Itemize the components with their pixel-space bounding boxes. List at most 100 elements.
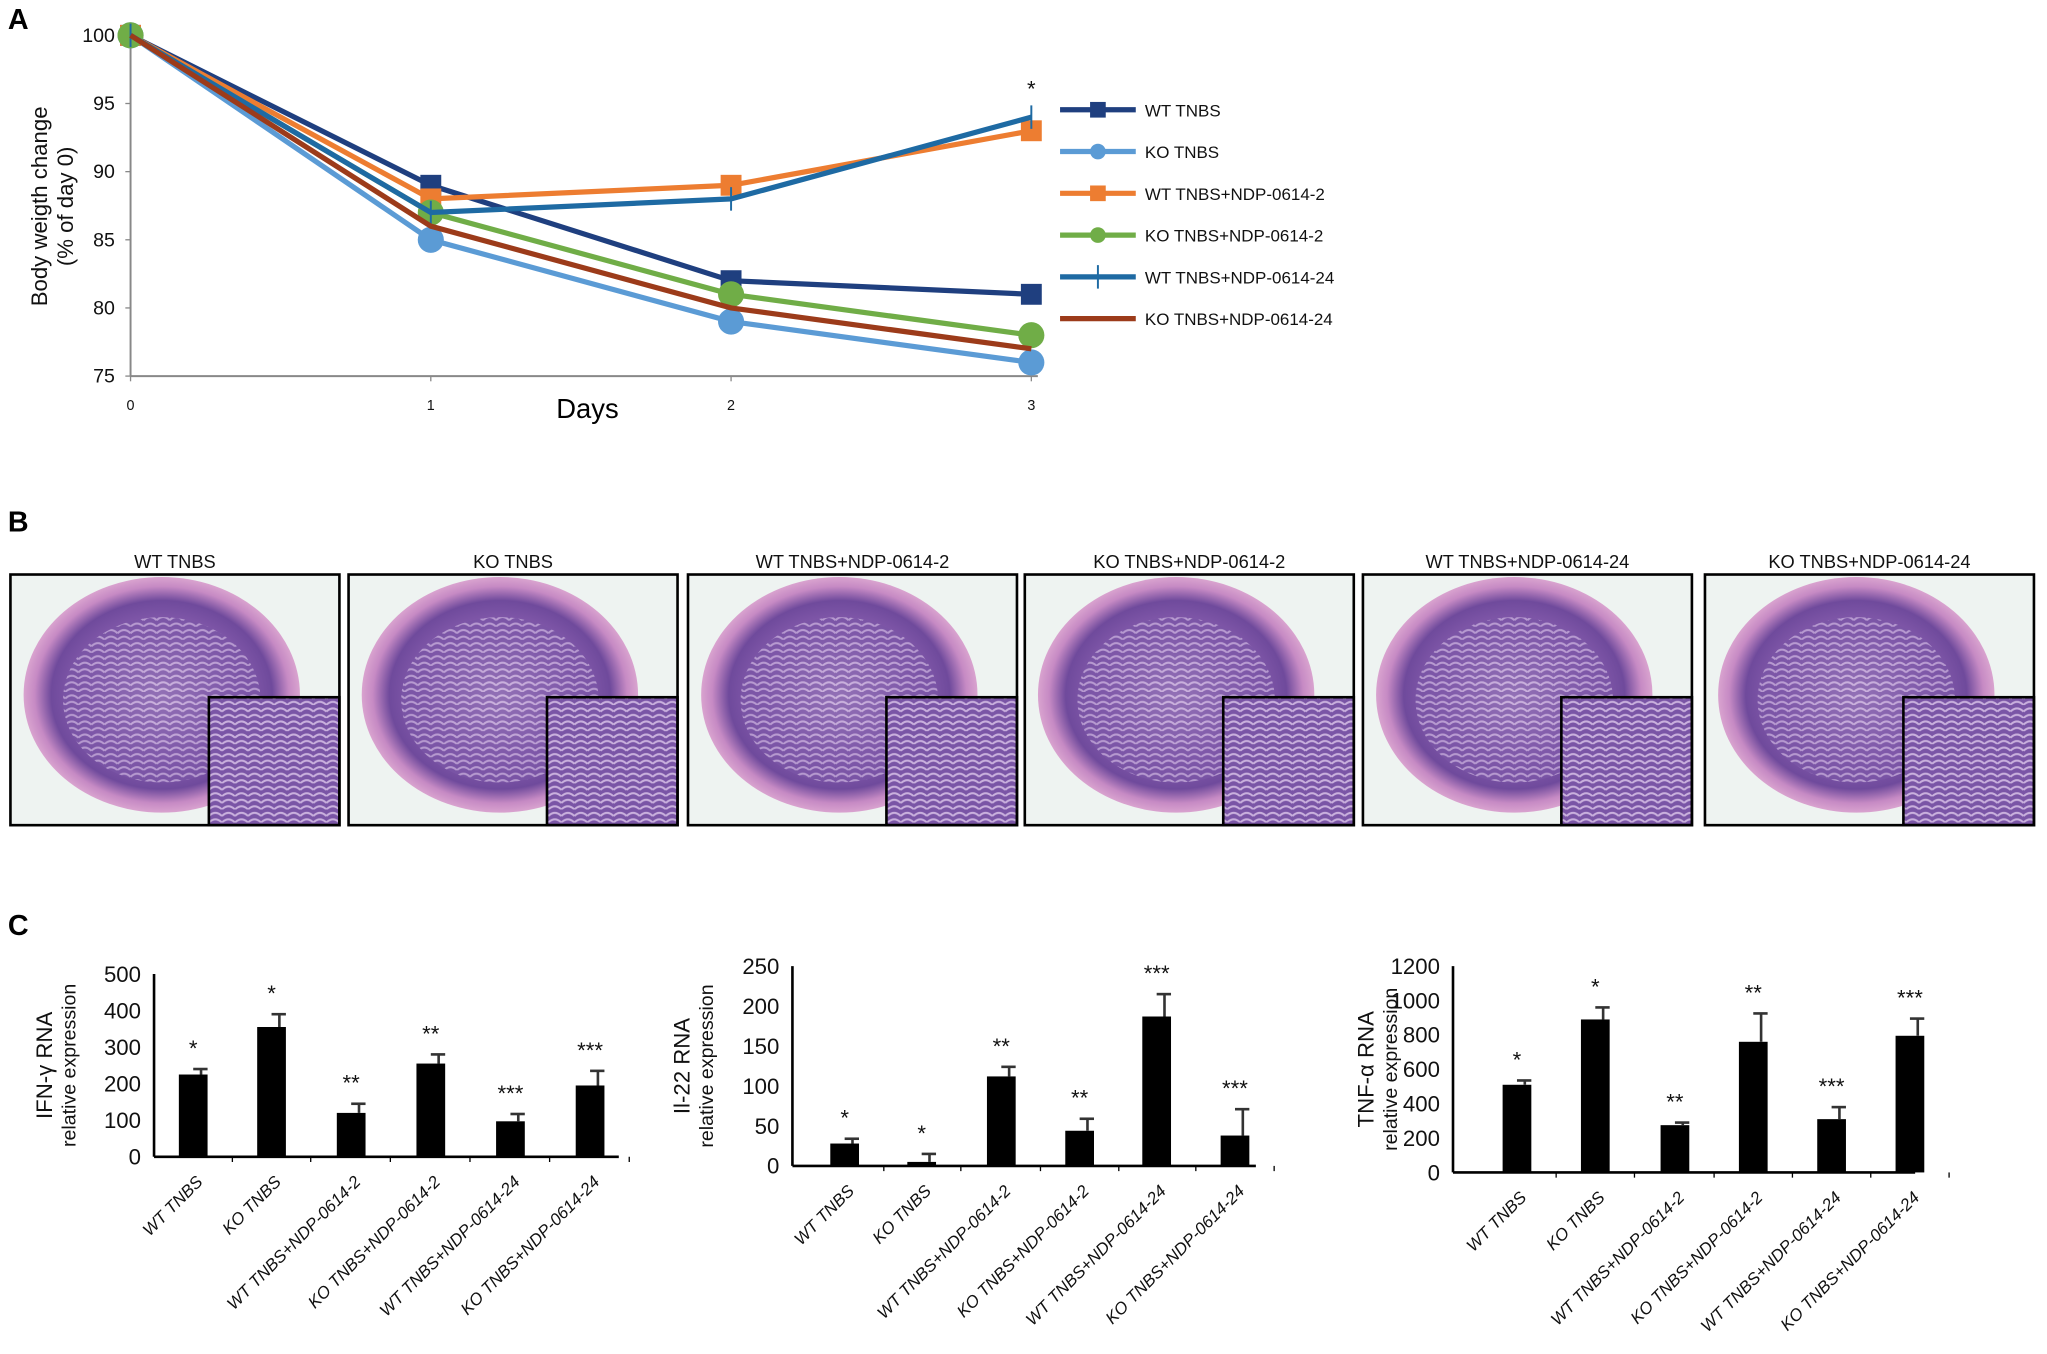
y-axis-title: IFN-γ RNA — [32, 1012, 57, 1119]
bar — [575, 1085, 605, 1157]
category-label: KO TNBS — [219, 1172, 286, 1239]
image-border — [1361, 573, 1694, 827]
magnified-inset — [207, 695, 341, 827]
category-label: KO TNBS+NDP-0614-24 — [1777, 1188, 1923, 1334]
y-tick-label: 90 — [93, 161, 115, 183]
category-label: KO TNBS+NDP-0614-2 — [1627, 1188, 1767, 1328]
histology-image: KO TNBS — [347, 551, 679, 827]
bar — [830, 1143, 860, 1166]
il22-bar-chart: 0 50 100 150 200 250 Il-22 RNA relative express… — [669, 954, 1275, 1329]
significance-marker: *** — [497, 1081, 523, 1106]
histology-image: WT TNBS — [9, 551, 341, 827]
circle-marker — [718, 308, 745, 335]
y-axis-title-2: (% of day 0) — [53, 147, 78, 267]
legend-label: KO TNBS+NDP-0614-24 — [1145, 310, 1333, 329]
y-tick-label: 0 — [767, 1154, 779, 1179]
x-tick-label: 3 — [1027, 398, 1035, 414]
category-label: KO TNBS — [1542, 1187, 1609, 1254]
histology-image: WT TNBS+NDP-0614-2 — [686, 551, 1019, 827]
histology-title: KO TNBS — [473, 551, 553, 572]
category-label: KO TNBS+NDP-0614-24 — [1102, 1181, 1248, 1327]
y-tick-label: 100 — [742, 1074, 779, 1099]
significance-marker: * — [1591, 974, 1600, 999]
circle-marker — [1018, 322, 1045, 349]
bar — [336, 1112, 366, 1157]
series-line — [129, 33, 1032, 366]
category-label: WT TNBS+NDP-0614-2 — [1547, 1188, 1689, 1330]
category-label: WT TNBS — [1463, 1187, 1531, 1255]
bar — [1895, 1035, 1925, 1173]
category-label: KO TNBS — [869, 1181, 936, 1248]
circle-marker — [1090, 143, 1106, 160]
legend-label: KO TNBS — [1145, 143, 1219, 162]
magnified-inset — [545, 695, 679, 827]
series-ko-tnbs-ndp-0614-24 — [129, 33, 1032, 352]
significance-marker: * — [267, 981, 276, 1006]
category-label: KO TNBS+NDP-0614-2 — [953, 1181, 1093, 1321]
bar — [1580, 1019, 1610, 1173]
x-axis-title: Days — [556, 393, 618, 424]
bar — [178, 1074, 208, 1157]
tnf-alpha-bar-chart: 0 200 400 600 800 1000 1200 TNF-α RNA relative e… — [1353, 954, 1950, 1336]
legend-label: WT TNBS+NDP-0614-24 — [1145, 268, 1334, 287]
significance-marker: * — [917, 1121, 926, 1146]
y-tick-label: 100 — [82, 25, 115, 47]
square-marker — [1090, 185, 1106, 202]
magnified-inset — [885, 695, 1019, 827]
histology-title: KO TNBS+NDP-0614-24 — [1768, 551, 1970, 572]
significance-marker: *** — [1222, 1076, 1248, 1101]
bar — [1065, 1130, 1094, 1166]
panel-label-a: A — [8, 4, 29, 36]
y-tick-label: 500 — [104, 962, 141, 987]
significance-marker: * — [1027, 77, 1036, 102]
bar — [1738, 1041, 1768, 1173]
y-tick-label: 0 — [1428, 1160, 1440, 1185]
y-tick-label: 800 — [1403, 1023, 1440, 1048]
circle-marker — [417, 226, 444, 253]
series-line — [129, 33, 1032, 297]
histology-title: WT TNBS+NDP-0614-24 — [1425, 551, 1629, 572]
magnified-inset — [1560, 695, 1694, 827]
circle-marker — [1090, 227, 1106, 243]
y-tick-label: 95 — [93, 93, 115, 115]
significance-marker: ** — [1071, 1086, 1089, 1111]
significance-marker: ** — [1745, 980, 1763, 1005]
y-tick-label: 600 — [1403, 1057, 1440, 1082]
image-border — [1703, 573, 2036, 827]
image-border — [347, 573, 679, 827]
x-tick-label: 1 — [427, 398, 435, 414]
significance-marker: * — [189, 1036, 198, 1061]
y-tick-label: 250 — [742, 954, 779, 979]
square-marker — [1090, 101, 1106, 118]
significance-marker: *** — [1144, 961, 1170, 986]
y-tick-label: 0 — [129, 1145, 141, 1170]
y-axis-title-2: relative expression — [59, 984, 81, 1147]
histology-title: WT TNBS — [134, 551, 216, 572]
y-axis-title: TNF-α RNA — [1353, 1011, 1378, 1128]
histology-panel: WT TNBS KO TNBS WT TNBS+NDP-0614-2 KO TNBS+… — [9, 551, 2036, 827]
bar — [1502, 1084, 1532, 1173]
bar — [257, 1027, 286, 1157]
significance-marker: ** — [422, 1021, 440, 1046]
y-tick-label: 300 — [104, 1035, 141, 1060]
y-tick-label: 85 — [93, 229, 115, 251]
y-axis-title-2: relative expression — [1380, 988, 1402, 1151]
histology-image: KO TNBS+NDP-0614-2 — [1023, 551, 1356, 827]
series-line — [129, 33, 1033, 216]
bar — [1817, 1119, 1846, 1173]
circle-marker — [718, 281, 745, 308]
y-tick-label: 150 — [742, 1034, 779, 1059]
category-label: WT TNBS+NDP-0614-24 — [1022, 1181, 1170, 1329]
significance-marker: ** — [993, 1034, 1011, 1059]
circle-marker — [1018, 349, 1045, 376]
bar — [416, 1063, 446, 1157]
histology-title: KO TNBS+NDP-0614-2 — [1093, 551, 1285, 572]
series-ko-tnbs — [117, 22, 1045, 376]
y-axis-title: Body weigth change — [27, 106, 52, 306]
body-weight-line-chart: 75 80 85 90 95 100 0 1 2 3 Days Body weigth change(… — [27, 22, 1334, 424]
bar — [1142, 1016, 1172, 1166]
category-label: WT TNBS+NDP-0614-24 — [1697, 1188, 1845, 1336]
y-tick-label: 200 — [1403, 1126, 1440, 1151]
series-wt-tnbs-ndp-0614-24 — [129, 23, 1033, 225]
